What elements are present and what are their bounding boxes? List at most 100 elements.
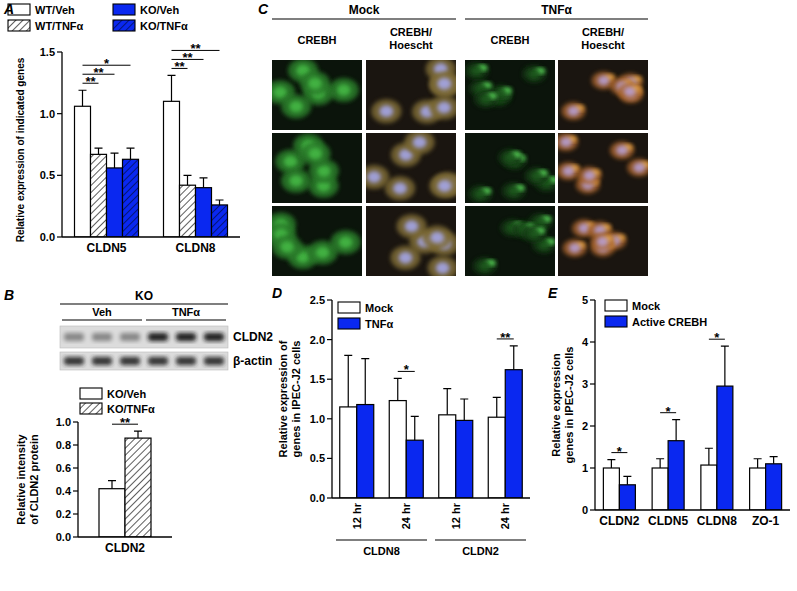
bar (456, 420, 473, 498)
legend: KO/VehKO/TNFα (80, 388, 155, 415)
label-line: Hoescht (389, 39, 433, 51)
bar-chart: 0.00.20.40.60.81.0Relative intensityof C… (15, 388, 172, 555)
x-tick-label: 12 hr (351, 502, 363, 529)
error-bar (200, 178, 208, 188)
legend-label: Active CREBH (632, 316, 707, 328)
group-label: CLDN8 (363, 545, 400, 557)
channel-label: CREBH/Hoescht (389, 26, 433, 51)
micrograph (558, 206, 648, 276)
label-line: Relative intensity (15, 433, 27, 524)
nucleus (633, 163, 645, 173)
label-line: Relative expression of indicated genes (15, 57, 26, 242)
blot-band (204, 333, 224, 341)
error-bar (216, 200, 224, 205)
cell (468, 185, 492, 203)
cell (300, 142, 330, 166)
y-tick-label: 1.0 (40, 108, 55, 120)
y-axis-label: Relative intensityof CLDN2 protein (15, 433, 40, 524)
label-line: of CLDN2 protein (28, 434, 40, 525)
error-bar (134, 431, 142, 438)
blot-band (92, 333, 112, 341)
nucleus (616, 145, 628, 155)
cell (429, 71, 456, 95)
error-bar (411, 416, 419, 440)
nucleus (317, 165, 331, 177)
cell (331, 230, 361, 254)
y-tick-label: 5 (582, 294, 588, 306)
significance-label: ** (190, 41, 201, 56)
bar (389, 401, 406, 498)
y-tick (590, 299, 595, 300)
bar-chart: 0.00.51.01.52.02.5Relative expression of… (272, 285, 530, 557)
error-bar (95, 148, 103, 154)
error-bar (79, 90, 87, 106)
legend-swatch (338, 318, 360, 329)
bar (91, 154, 107, 237)
y-tick (327, 339, 332, 340)
bar (125, 438, 151, 537)
cell (525, 167, 549, 185)
x-tick-label: 24 hr (400, 502, 412, 529)
error-bar (168, 75, 176, 101)
error-bar (705, 448, 713, 465)
lane-line (146, 319, 226, 320)
bar (99, 489, 125, 537)
y-axis (594, 300, 595, 510)
bar (180, 185, 196, 237)
micrograph (366, 206, 456, 276)
nucleus (528, 69, 540, 79)
bar (717, 386, 733, 510)
y-tick (590, 467, 595, 468)
nucleus (367, 171, 381, 183)
bar (164, 101, 180, 237)
y-tick-label: 1.0 (310, 413, 325, 425)
bar (107, 168, 123, 237)
legend-label: KO/TNFα (140, 20, 188, 32)
bar (668, 441, 684, 510)
label-line: Hoescht (581, 39, 625, 51)
y-tick-label: 0.2 (56, 508, 71, 520)
y-axis (331, 300, 332, 498)
cell (329, 78, 359, 102)
cell (590, 233, 614, 251)
error-bar (493, 397, 501, 417)
error-bar (184, 175, 192, 185)
x-tick-label: CLDN8 (175, 241, 215, 255)
significance-label: ** (120, 415, 131, 430)
blot-band (64, 357, 84, 365)
blot-band (64, 333, 84, 341)
cell (563, 239, 587, 257)
y-tick (327, 379, 332, 380)
x-tick-label: CLDN2 (105, 541, 145, 555)
significance-label: ** (500, 330, 511, 345)
cell (281, 95, 311, 119)
nucleus (583, 171, 595, 181)
condition-line (272, 18, 456, 19)
y-tick (57, 175, 62, 176)
y-tick-label: 0.4 (56, 485, 72, 497)
nucleus (471, 66, 483, 76)
cell (610, 141, 634, 159)
nucleus (337, 84, 351, 96)
cell (558, 133, 578, 151)
bar (212, 205, 228, 237)
cell (474, 90, 498, 108)
bar-chart: 012345Relative expressiongenes in IPEC-J… (548, 285, 790, 528)
cell (473, 257, 497, 275)
label-line: Relative expression of (277, 340, 289, 457)
lane-label: Veh (92, 306, 112, 318)
cell (397, 214, 427, 238)
legend-label: KO/TNFα (107, 403, 155, 415)
image-background (558, 133, 648, 203)
nucleus (508, 186, 520, 196)
group-bracket (435, 539, 526, 540)
error-bar (770, 457, 778, 464)
y-tick (327, 497, 332, 498)
y-tick-label: 2.0 (310, 334, 325, 346)
cell (281, 169, 311, 193)
condition-line (465, 18, 648, 19)
legend-swatch (113, 4, 135, 15)
image-background (558, 60, 648, 130)
y-tick (73, 467, 78, 468)
x-axis (78, 536, 172, 537)
